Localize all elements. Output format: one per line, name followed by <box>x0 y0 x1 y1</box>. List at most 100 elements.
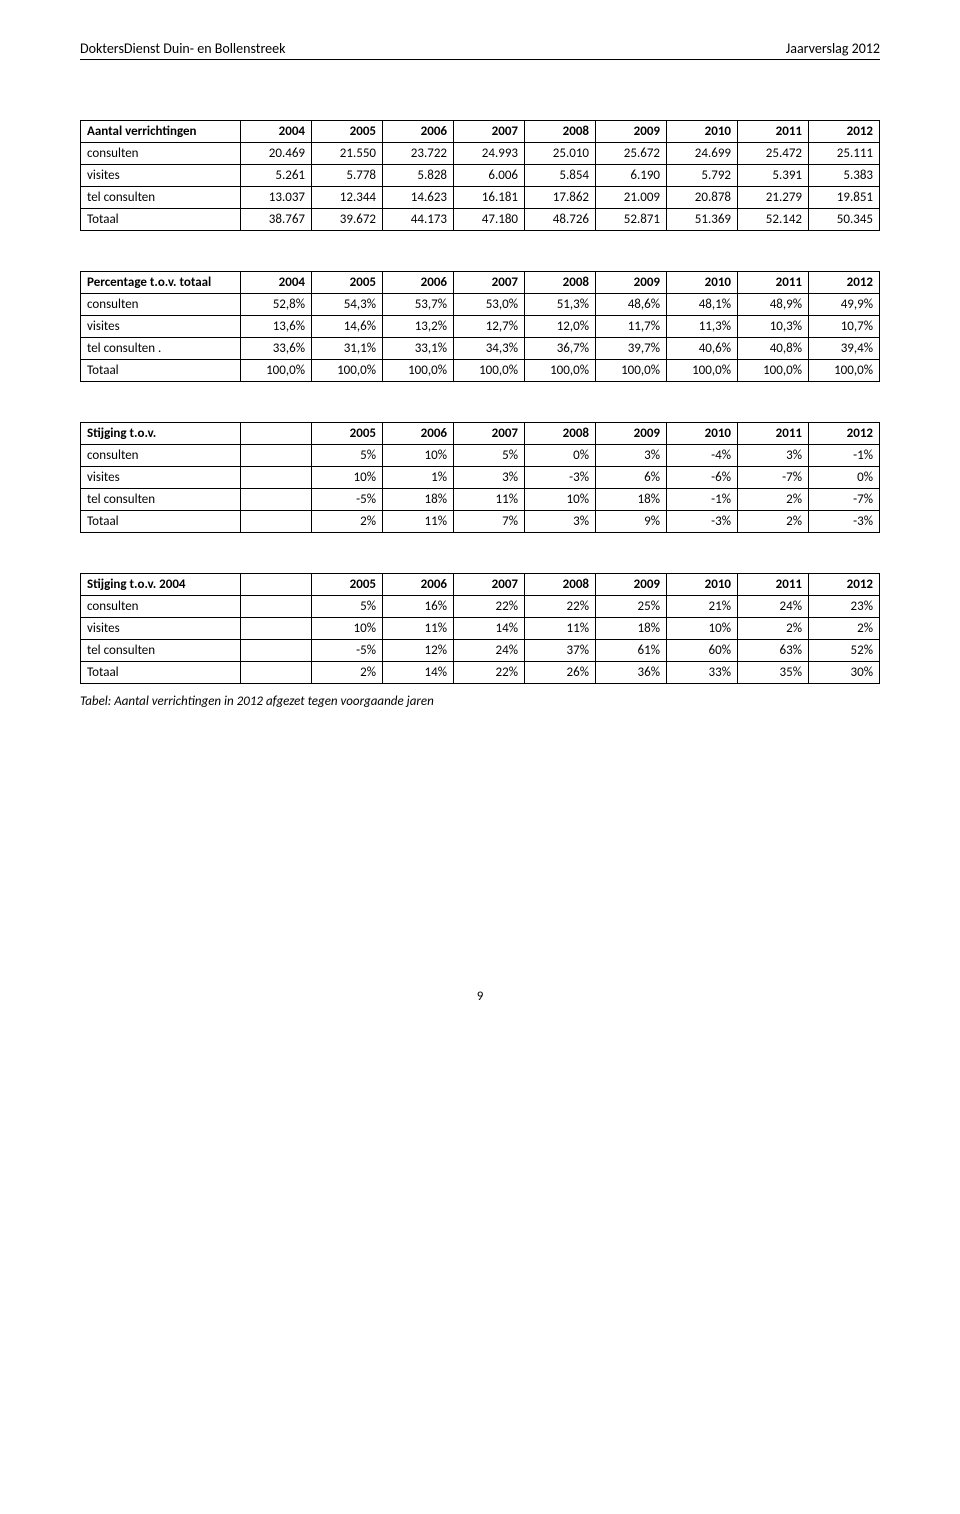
table-cell: tel consulten <box>81 489 241 511</box>
table-row: visites13,6%14,6%13,2%12,7%12,0%11,7%11,… <box>81 316 880 338</box>
table-cell: Totaal <box>81 511 241 533</box>
table-header-cell: 2007 <box>454 121 525 143</box>
table-cell: 5.828 <box>383 165 454 187</box>
table-cell: 100,0% <box>525 360 596 382</box>
table-cell: 6.006 <box>454 165 525 187</box>
table-header-cell: 2012 <box>809 272 880 294</box>
table-cell: 48,9% <box>738 294 809 316</box>
table-cell: 40,6% <box>667 338 738 360</box>
table-cell: 11% <box>525 618 596 640</box>
table-cell: 10,7% <box>809 316 880 338</box>
table-header-cell: 2011 <box>738 272 809 294</box>
table-cell: 100,0% <box>809 360 880 382</box>
table-cell: 36,7% <box>525 338 596 360</box>
table-header-cell: 2006 <box>383 121 454 143</box>
table-cell: 2% <box>312 662 383 684</box>
table-row: Totaal2%14%22%26%36%33%35%30% <box>81 662 880 684</box>
table-cell: 22% <box>454 662 525 684</box>
table-row: tel consulten-5%12%24%37%61%60%63%52% <box>81 640 880 662</box>
table-cell: 52% <box>809 640 880 662</box>
table-cell: 18% <box>596 489 667 511</box>
table-cell: 52.871 <box>596 209 667 231</box>
table-cell: 24% <box>738 596 809 618</box>
table-cell: tel consulten <box>81 640 241 662</box>
table-header-cell: 2008 <box>525 574 596 596</box>
table-cell: 100,0% <box>312 360 383 382</box>
table-row: consulten5%10%5%0%3%-4%3%-1% <box>81 445 880 467</box>
table-cell: 23% <box>809 596 880 618</box>
table-cell: 21.279 <box>738 187 809 209</box>
table-header-row: Stijging t.o.v.2005200620072008200920102… <box>81 423 880 445</box>
table-cell: 3% <box>454 467 525 489</box>
table-cell: -3% <box>809 511 880 533</box>
table-cell: 47.180 <box>454 209 525 231</box>
table-cell: 18% <box>596 618 667 640</box>
table-cell: 100,0% <box>454 360 525 382</box>
data-table-0: Aantal verrichtingen20042005200620072008… <box>80 120 880 231</box>
table-header-cell: 2010 <box>667 272 738 294</box>
table-cell: 16.181 <box>454 187 525 209</box>
table-cell: 25.672 <box>596 143 667 165</box>
table-cell: 100,0% <box>241 360 312 382</box>
table-cell: 0% <box>809 467 880 489</box>
table-cell: tel consulten <box>81 187 241 209</box>
table-header-cell: 2011 <box>738 574 809 596</box>
table-row: visites10%1%3%-3%6%-6%-7%0% <box>81 467 880 489</box>
table-header-row: Aantal verrichtingen20042005200620072008… <box>81 121 880 143</box>
table-cell: 30% <box>809 662 880 684</box>
table-cell: 34,3% <box>454 338 525 360</box>
table-row: tel consulten13.03712.34414.62316.18117.… <box>81 187 880 209</box>
table-cell: 33,1% <box>383 338 454 360</box>
table-header-cell: 2008 <box>525 423 596 445</box>
table-cell: 100,0% <box>738 360 809 382</box>
table-cell: 5.792 <box>667 165 738 187</box>
page-number: 9 <box>80 989 880 1004</box>
table-header-cell: 2009 <box>596 423 667 445</box>
table-cell: 21% <box>667 596 738 618</box>
table-cell <box>241 618 312 640</box>
table-header-cell: 2004 <box>241 121 312 143</box>
table-cell: 48,6% <box>596 294 667 316</box>
table-cell: 10% <box>312 618 383 640</box>
table-cell: 11% <box>383 511 454 533</box>
table-cell <box>241 640 312 662</box>
table-cell: tel consulten . <box>81 338 241 360</box>
table-cell: 12,0% <box>525 316 596 338</box>
data-table-1: Percentage t.o.v. totaal2004200520062007… <box>80 271 880 382</box>
table-cell: 20.878 <box>667 187 738 209</box>
table-cell: 39.672 <box>312 209 383 231</box>
table-cell: 13,6% <box>241 316 312 338</box>
table-cell: 19.851 <box>809 187 880 209</box>
table-cell: 16% <box>383 596 454 618</box>
table-cell: 3% <box>738 445 809 467</box>
table-cell: consulten <box>81 294 241 316</box>
table-row: Totaal38.76739.67244.17347.18048.72652.8… <box>81 209 880 231</box>
table-cell: 6.190 <box>596 165 667 187</box>
header-left: DoktersDienst Duin- en Bollenstreek <box>80 40 285 57</box>
table-cell: 10% <box>312 467 383 489</box>
table-cell: 14% <box>454 618 525 640</box>
table-header-cell: 2007 <box>454 574 525 596</box>
table-cell: 52,8% <box>241 294 312 316</box>
table-cell: 18% <box>383 489 454 511</box>
table-cell: 53,7% <box>383 294 454 316</box>
table-cell: 10% <box>525 489 596 511</box>
table-cell: -3% <box>525 467 596 489</box>
table-row: visites10%11%14%11%18%10%2%2% <box>81 618 880 640</box>
table-cell: visites <box>81 316 241 338</box>
table-cell: 3% <box>525 511 596 533</box>
table-cell: 51.369 <box>667 209 738 231</box>
table-header-cell: Stijging t.o.v. <box>81 423 241 445</box>
table-header-cell: 2009 <box>596 121 667 143</box>
table-cell <box>241 467 312 489</box>
table-header-cell: 2007 <box>454 423 525 445</box>
table-cell: 2% <box>738 511 809 533</box>
table-cell: 12,7% <box>454 316 525 338</box>
table-cell: 10,3% <box>738 316 809 338</box>
table-cell: 2% <box>312 511 383 533</box>
table-cell: 11% <box>454 489 525 511</box>
table-cell: 5.261 <box>241 165 312 187</box>
table-header-cell: 2005 <box>312 121 383 143</box>
table-cell: 25.111 <box>809 143 880 165</box>
header-rule <box>80 59 880 60</box>
